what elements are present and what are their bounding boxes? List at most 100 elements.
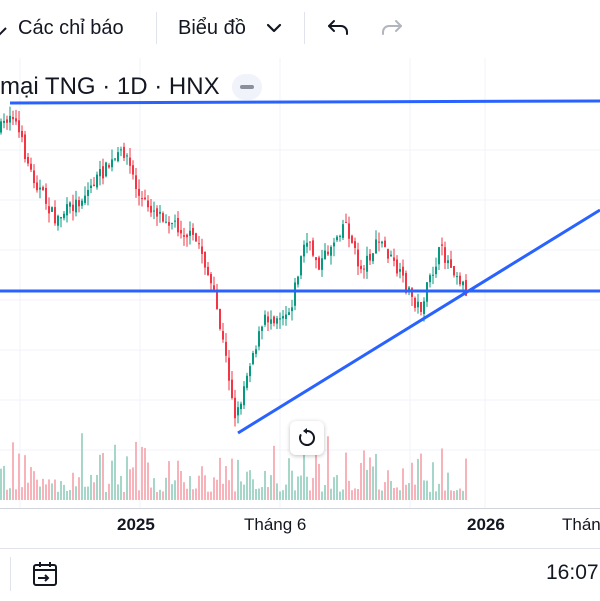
candle-body bbox=[102, 166, 104, 179]
volume-bar bbox=[306, 476, 308, 500]
volume-bar bbox=[234, 491, 236, 500]
volume-bar bbox=[138, 490, 140, 500]
candle-body bbox=[378, 241, 380, 243]
candle-body bbox=[255, 349, 257, 354]
volume-bar bbox=[33, 471, 35, 500]
candle-body bbox=[33, 170, 35, 184]
volume-bar bbox=[30, 467, 32, 500]
volume-bar bbox=[357, 488, 359, 500]
volume-bar bbox=[411, 462, 413, 500]
volume-bar bbox=[333, 477, 335, 500]
volume-bar bbox=[396, 487, 398, 500]
volume-bar bbox=[201, 466, 203, 500]
volume-bar bbox=[288, 458, 290, 500]
candle-body bbox=[462, 281, 464, 286]
volume-bar bbox=[150, 487, 152, 500]
volume-bar bbox=[174, 480, 176, 500]
volume-bar bbox=[351, 490, 353, 500]
volume-bar bbox=[147, 462, 149, 500]
candle-body bbox=[450, 259, 452, 268]
candle-body bbox=[342, 224, 344, 238]
candle-body bbox=[30, 163, 32, 170]
volume-bar bbox=[420, 453, 422, 500]
candle-body bbox=[384, 240, 386, 248]
candle-body bbox=[345, 221, 347, 223]
candle-body bbox=[375, 239, 377, 254]
volume-bar bbox=[84, 486, 86, 500]
redo-icon[interactable] bbox=[378, 14, 406, 42]
volume-bar bbox=[402, 468, 404, 500]
volume-bar bbox=[375, 453, 377, 500]
candle-body bbox=[432, 274, 434, 276]
candle-body bbox=[21, 130, 23, 138]
symbol-title[interactable]: mại TNG · 1D · HNX bbox=[0, 73, 220, 100]
volume-bar bbox=[78, 477, 80, 500]
chart-type-button[interactable]: Biểu đồ bbox=[178, 16, 246, 39]
volume-bar bbox=[180, 471, 182, 500]
volume-bar bbox=[141, 446, 143, 500]
volume-bar bbox=[453, 490, 455, 500]
candle-body bbox=[429, 275, 431, 283]
reset-chart-button[interactable] bbox=[290, 421, 324, 455]
volume-bar bbox=[93, 482, 95, 500]
candle-body bbox=[147, 200, 149, 208]
undo-icon[interactable] bbox=[324, 14, 352, 42]
volume-bar bbox=[195, 488, 197, 500]
volume-bar bbox=[303, 441, 305, 500]
candle-body bbox=[114, 158, 116, 160]
volume-bar bbox=[324, 485, 326, 500]
volume-bar bbox=[459, 488, 461, 500]
candle-body bbox=[279, 318, 281, 320]
candle-body bbox=[405, 272, 407, 293]
volume-bar bbox=[0, 468, 2, 500]
volume-bar bbox=[327, 436, 329, 500]
time-axis[interactable]: 2025 Tháng 6 2026 Thán bbox=[0, 508, 600, 541]
volume-bar bbox=[393, 488, 395, 500]
candle-body bbox=[126, 155, 128, 157]
candle-body bbox=[366, 255, 368, 272]
volume-bar bbox=[168, 461, 170, 500]
candle-body bbox=[456, 276, 458, 278]
volume-bar bbox=[339, 491, 341, 500]
volume-bar bbox=[162, 491, 164, 500]
calendar-goto-icon[interactable] bbox=[30, 559, 60, 589]
candle-body bbox=[219, 308, 221, 329]
volume-bar bbox=[426, 480, 428, 500]
candle-body bbox=[162, 213, 164, 222]
volume-bar bbox=[144, 448, 146, 500]
price-chart[interactable] bbox=[0, 58, 600, 508]
volume-bar bbox=[192, 489, 194, 500]
volume-bar bbox=[330, 488, 332, 500]
volume-bar bbox=[384, 482, 386, 500]
candle-body bbox=[192, 227, 194, 235]
candle-body bbox=[273, 316, 275, 324]
volume-bar bbox=[156, 491, 158, 500]
volume-bar bbox=[405, 484, 407, 500]
candle-body bbox=[246, 375, 248, 388]
candle-body bbox=[402, 266, 404, 276]
candle-body bbox=[321, 258, 323, 270]
indicators-button[interactable]: Các chỉ báo bbox=[18, 16, 124, 39]
candle-body bbox=[228, 357, 230, 381]
volume-bar bbox=[447, 472, 449, 500]
symbol-legend[interactable]: mại TNG · 1D · HNX bbox=[0, 70, 262, 104]
volume-bar bbox=[399, 490, 401, 500]
candle-body bbox=[96, 174, 98, 188]
chart-pane[interactable] bbox=[0, 58, 600, 508]
volume-bar bbox=[126, 456, 128, 500]
candle-body bbox=[249, 366, 251, 377]
candle-body bbox=[285, 314, 287, 319]
volume-bar bbox=[444, 490, 446, 500]
volume-bar bbox=[117, 484, 119, 500]
volume-bar bbox=[69, 490, 71, 500]
chevron-down-icon[interactable] bbox=[260, 14, 288, 42]
legend-collapse-icon[interactable] bbox=[232, 74, 262, 100]
indicators-icon[interactable] bbox=[0, 0, 10, 56]
candle-body bbox=[60, 217, 62, 219]
volume-bar bbox=[267, 487, 269, 500]
candle-body bbox=[297, 276, 299, 285]
volume-bar bbox=[123, 491, 125, 500]
candle-body bbox=[108, 165, 110, 168]
chart-grid bbox=[0, 58, 600, 508]
candle-body bbox=[393, 257, 395, 261]
